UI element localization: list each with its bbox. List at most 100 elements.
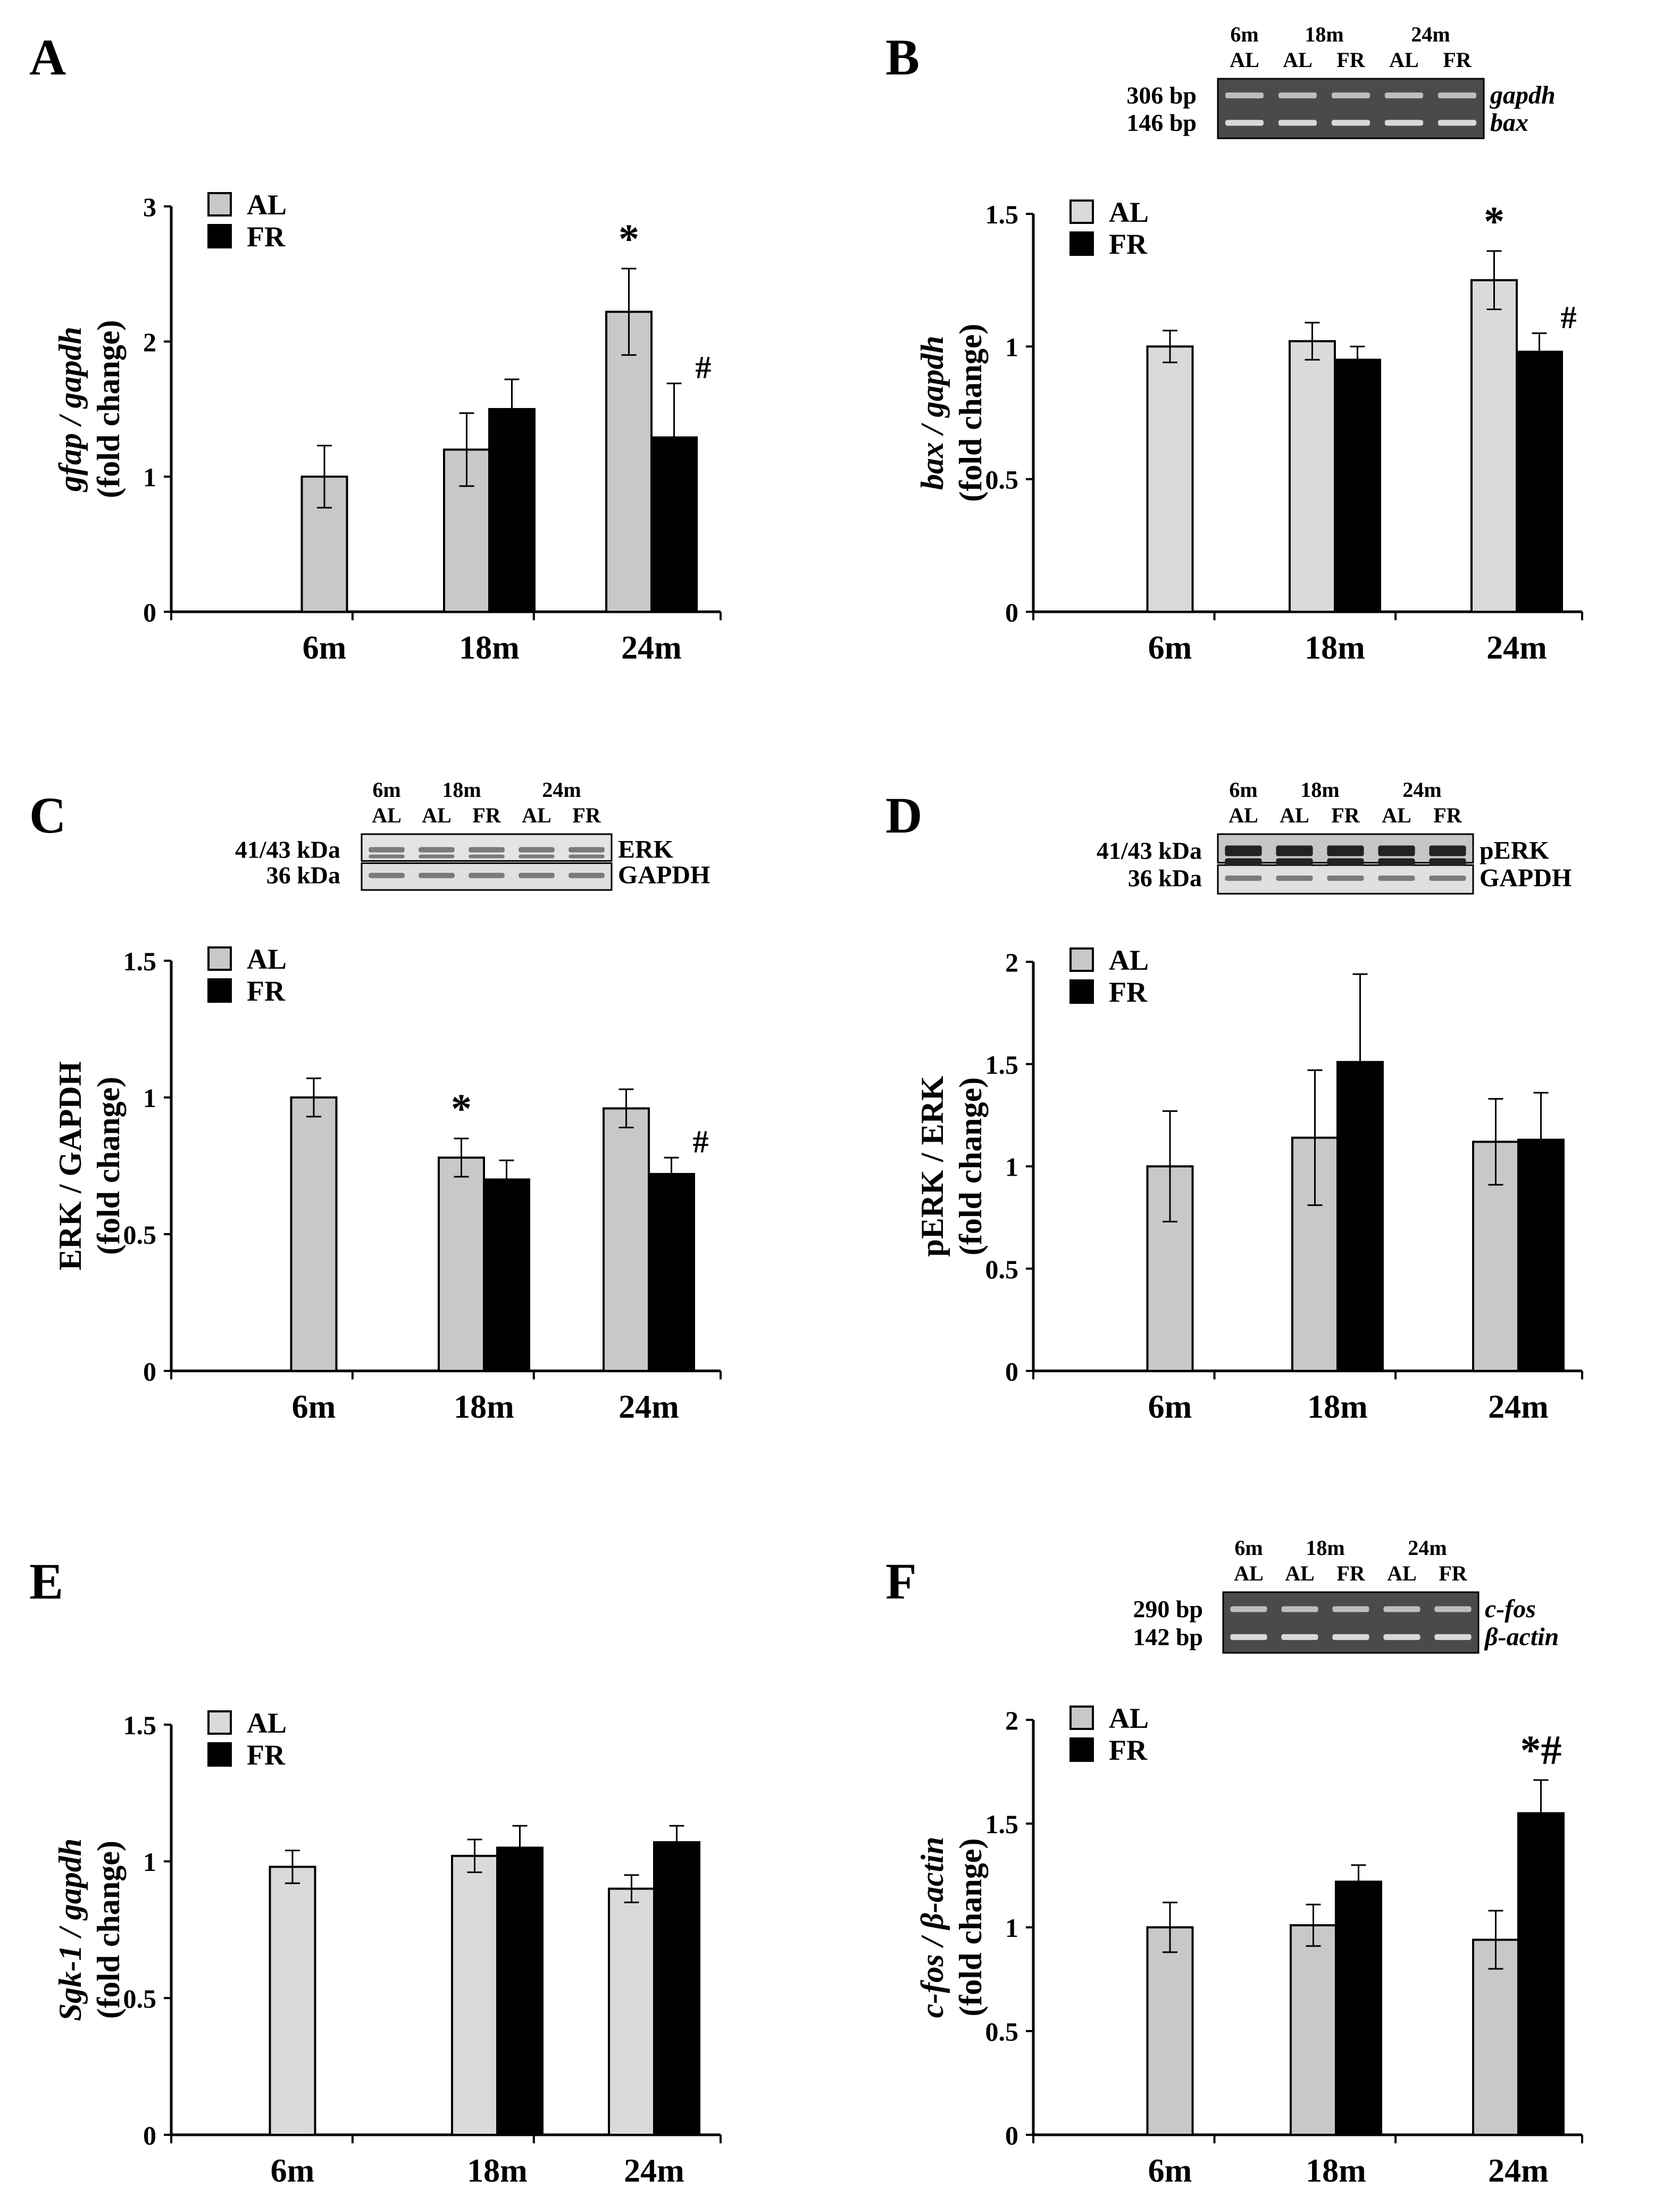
bar-al-18m [1289, 340, 1336, 613]
bar-al-18m [438, 1157, 485, 1372]
x-tick-label-18m: 18m [467, 2153, 528, 2188]
gel-band-size: 41/43 kDa [1097, 837, 1202, 864]
gel-band-size: 36 kDa [1128, 864, 1202, 892]
gel-band [1378, 875, 1415, 881]
gel-lane-label: AL [1285, 1561, 1315, 1585]
legend-label-al: AL [247, 189, 287, 221]
y-tick-label: 0.5 [985, 465, 1019, 495]
y-axis-label-line2: (fold change) [91, 320, 126, 498]
gel-band [1327, 845, 1364, 856]
y-tick-label: 3 [143, 192, 156, 222]
gel-band [469, 872, 505, 878]
bar-fr-18m [488, 408, 536, 613]
legend-swatch-fr [207, 978, 232, 1003]
legend-swatch-fr [1069, 231, 1094, 256]
gel-band [419, 872, 455, 878]
y-tick-label: 1.5 [123, 1710, 157, 1740]
x-tick-label-24m: 24m [624, 2153, 684, 2188]
legend-label-al: AL [1109, 1702, 1149, 1734]
gel-band [1378, 845, 1415, 856]
gel-band-size: 142 bp [1133, 1623, 1203, 1650]
gel-band [1327, 858, 1364, 866]
y-tick-label: 1.5 [985, 1050, 1019, 1079]
y-tick-label: 0 [143, 597, 156, 627]
gel-band-size: 41/43 kDa [235, 836, 340, 863]
gel-lane-label: FR [1433, 803, 1462, 827]
y-axis-label-line2: (fold change) [953, 324, 988, 502]
gel-band [519, 872, 555, 878]
panel-letter: C [29, 787, 66, 844]
bar-al-24m [1470, 279, 1518, 613]
y-axis-label-line1: ERK / GAPDH [53, 1061, 88, 1270]
gel-band [1276, 845, 1313, 856]
legend-label-al: AL [1109, 196, 1149, 228]
y-axis-label-line1: bax / gapdh [915, 336, 950, 490]
gel-band-name: pERK [1480, 836, 1549, 864]
y-tick-label: 1.5 [985, 1809, 1019, 1839]
bar-al-18m [1290, 1924, 1337, 2136]
y-tick-label: 1.5 [985, 199, 1019, 229]
gel-lane-group: 24m [542, 778, 581, 802]
y-axis-label: ERK / GAPDH (fold change) [53, 1061, 126, 1270]
y-tick-label: 0 [143, 1357, 156, 1386]
gel-band-name: gapdh [1490, 81, 1556, 109]
gel-band [1276, 875, 1313, 881]
panel-e: E 0 0.5 1 1.5 6m 18m 24m Sgk-1 / gapdh (fold chan… [29, 1553, 722, 2188]
gel-lane-label: AL [422, 803, 452, 827]
y-tick-label: 1 [1005, 1913, 1018, 1943]
gel-band [1434, 1606, 1472, 1612]
gel-lane-label: FR [472, 803, 501, 827]
gel-band-name: GAPDH [618, 861, 710, 889]
gel-band [1385, 120, 1423, 126]
bar-fr-24m [653, 1841, 700, 2136]
legend-label-al: AL [1109, 944, 1149, 976]
bar-fr-24m [648, 1172, 695, 1372]
x-tick-label-6m: 6m [303, 630, 347, 666]
gel-lane-group: 18m [1306, 1536, 1344, 1560]
x-tick-label-18m: 18m [459, 630, 520, 666]
y-tick-label: 2 [1005, 1706, 1018, 1735]
gel-band [369, 872, 405, 878]
legend-swatch-fr [207, 224, 232, 248]
gel-band-name: GAPDH [1480, 864, 1572, 892]
gel-image [1217, 78, 1485, 139]
y-axis-label: c-fos / β-actin (fold change) [915, 1837, 988, 2018]
gel-lane-label: AL [522, 803, 551, 827]
gel-band [569, 872, 605, 878]
bar-al-18m [443, 448, 490, 613]
panel-f: F 0 0.5 1 1.5 2 6m 18m 24m c-fos / β-actin (fold c… [885, 1536, 1583, 2188]
gel-lane-group: 18m [1300, 778, 1339, 802]
gel-band [1383, 1634, 1420, 1640]
gel-band [369, 847, 405, 853]
gel-band [1332, 1606, 1369, 1612]
gel-band-name: bax [1490, 109, 1528, 137]
gel-band [569, 854, 605, 859]
gel-lane-label: FR [1439, 1561, 1467, 1585]
significance-mark: * [1484, 198, 1505, 244]
gel-lane-label: FR [1336, 1561, 1365, 1585]
legend-swatch-al [1069, 1706, 1094, 1730]
legend-swatch-al [207, 192, 232, 217]
legend-label-fr: FR [1109, 976, 1148, 1008]
bar-fr-18m [483, 1178, 530, 1372]
gel-band [1230, 1606, 1267, 1612]
gel-lane-label: AL [1234, 1561, 1264, 1585]
y-tick-label: 1 [143, 462, 156, 492]
y-axis-label-line2: (fold change) [91, 1077, 126, 1255]
gel-lane-group: 6m [1234, 1536, 1263, 1560]
x-tick-label-6m: 6m [292, 1389, 336, 1425]
gel-band [1327, 875, 1364, 881]
gel-lane-group: 24m [1408, 1536, 1447, 1560]
y-axis-label-line1: gfap / gapdh [53, 327, 88, 493]
gel-band [1278, 92, 1317, 98]
y-axis-label-line2: (fold change) [953, 1838, 988, 2017]
y-axis-label-line1: Sgk-1 / gapdh [53, 1838, 88, 2021]
gel-band [419, 847, 455, 853]
gel-band [1429, 845, 1466, 856]
gel-band [419, 854, 455, 859]
significance-mark: * [451, 1085, 472, 1132]
